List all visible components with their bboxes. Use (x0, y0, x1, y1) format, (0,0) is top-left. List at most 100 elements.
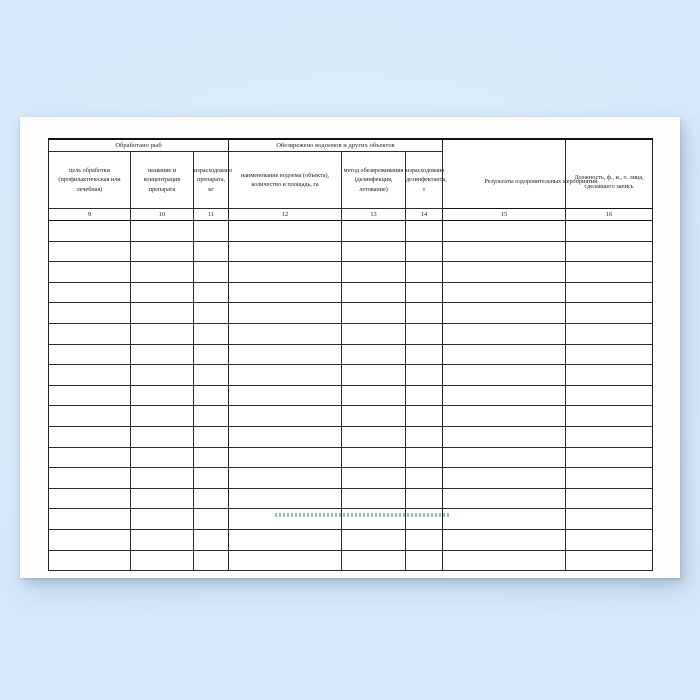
table-cell[interactable] (130, 508, 194, 530)
table-cell[interactable] (192, 281, 230, 304)
table-cell[interactable] (228, 364, 343, 386)
table-cell[interactable] (130, 528, 194, 551)
table-cell[interactable] (192, 508, 230, 530)
table-cell[interactable] (565, 446, 654, 469)
table-cell[interactable] (130, 281, 194, 304)
table-cell[interactable] (341, 281, 407, 304)
table-cell[interactable] (130, 240, 194, 263)
table-cell[interactable] (341, 549, 407, 572)
table-cell[interactable] (341, 343, 407, 366)
table-cell[interactable] (341, 508, 407, 530)
table-cell[interactable] (192, 425, 230, 448)
table-cell[interactable] (341, 261, 407, 283)
table-cell[interactable] (405, 405, 444, 427)
table-cell[interactable] (228, 322, 343, 345)
table-cell[interactable] (341, 302, 407, 324)
table-cell[interactable] (48, 425, 131, 448)
table-cell[interactable] (130, 446, 194, 469)
table-cell[interactable] (442, 343, 567, 366)
table-cell[interactable] (48, 508, 131, 530)
table-cell[interactable] (192, 487, 230, 510)
table-cell[interactable] (565, 261, 654, 283)
table-cell[interactable] (48, 220, 131, 242)
table-cell[interactable] (565, 343, 654, 366)
table-cell[interactable] (48, 446, 131, 469)
table-cell[interactable] (192, 343, 230, 366)
table-cell[interactable] (192, 364, 230, 386)
table-cell[interactable] (405, 549, 444, 572)
table-cell[interactable] (192, 467, 230, 489)
table-cell[interactable] (442, 487, 567, 510)
table-cell[interactable] (341, 405, 407, 427)
table-cell[interactable] (405, 220, 444, 242)
table-cell[interactable] (341, 384, 407, 407)
table-cell[interactable] (228, 467, 343, 489)
table-cell[interactable] (442, 425, 567, 448)
table-cell[interactable] (341, 528, 407, 551)
table-cell[interactable] (130, 425, 194, 448)
table-cell[interactable] (192, 322, 230, 345)
table-cell[interactable] (405, 302, 444, 324)
table-cell[interactable] (341, 425, 407, 448)
table-cell[interactable] (130, 467, 194, 489)
table-cell[interactable] (341, 487, 407, 510)
table-cell[interactable] (48, 343, 131, 366)
table-cell[interactable] (341, 220, 407, 242)
table-cell[interactable] (405, 240, 444, 263)
table-cell[interactable] (565, 508, 654, 530)
table-cell[interactable] (565, 322, 654, 345)
table-cell[interactable] (442, 467, 567, 489)
table-cell[interactable] (565, 528, 654, 551)
table-cell[interactable] (130, 487, 194, 510)
table-cell[interactable] (228, 549, 343, 572)
table-cell[interactable] (442, 220, 567, 242)
table-cell[interactable] (130, 322, 194, 345)
table-cell[interactable] (192, 384, 230, 407)
table-cell[interactable] (192, 302, 230, 324)
table-cell[interactable] (48, 322, 131, 345)
table-cell[interactable] (130, 343, 194, 366)
table-cell[interactable] (48, 487, 131, 510)
table-cell[interactable] (228, 240, 343, 263)
table-cell[interactable] (130, 302, 194, 324)
table-cell[interactable] (565, 281, 654, 304)
table-cell[interactable] (48, 281, 131, 304)
table-cell[interactable] (192, 240, 230, 263)
table-cell[interactable] (48, 405, 131, 427)
table-cell[interactable] (48, 528, 131, 551)
table-cell[interactable] (405, 281, 444, 304)
table-cell[interactable] (565, 302, 654, 324)
table-cell[interactable] (565, 467, 654, 489)
table-cell[interactable] (192, 261, 230, 283)
table-cell[interactable] (405, 322, 444, 345)
table-cell[interactable] (442, 528, 567, 551)
table-cell[interactable] (228, 487, 343, 510)
table-cell[interactable] (130, 405, 194, 427)
table-cell[interactable] (405, 343, 444, 366)
table-cell[interactable] (192, 405, 230, 427)
table-cell[interactable] (405, 261, 444, 283)
table-cell[interactable] (48, 240, 131, 263)
table-cell[interactable] (341, 446, 407, 469)
table-cell[interactable] (130, 384, 194, 407)
table-cell[interactable] (228, 528, 343, 551)
table-cell[interactable] (442, 508, 567, 530)
table-cell[interactable] (565, 549, 654, 572)
table-cell[interactable] (405, 425, 444, 448)
table-cell[interactable] (405, 364, 444, 386)
table-cell[interactable] (228, 302, 343, 324)
table-cell[interactable] (48, 384, 131, 407)
table-cell[interactable] (130, 261, 194, 283)
table-cell[interactable] (48, 549, 131, 572)
table-cell[interactable] (405, 487, 444, 510)
table-cell[interactable] (442, 446, 567, 469)
table-cell[interactable] (130, 220, 194, 242)
table-cell[interactable] (192, 528, 230, 551)
table-cell[interactable] (442, 549, 567, 572)
table-cell[interactable] (442, 384, 567, 407)
table-cell[interactable] (341, 240, 407, 263)
table-cell[interactable] (192, 446, 230, 469)
table-cell[interactable] (228, 425, 343, 448)
table-cell[interactable] (565, 220, 654, 242)
table-cell[interactable] (565, 240, 654, 263)
